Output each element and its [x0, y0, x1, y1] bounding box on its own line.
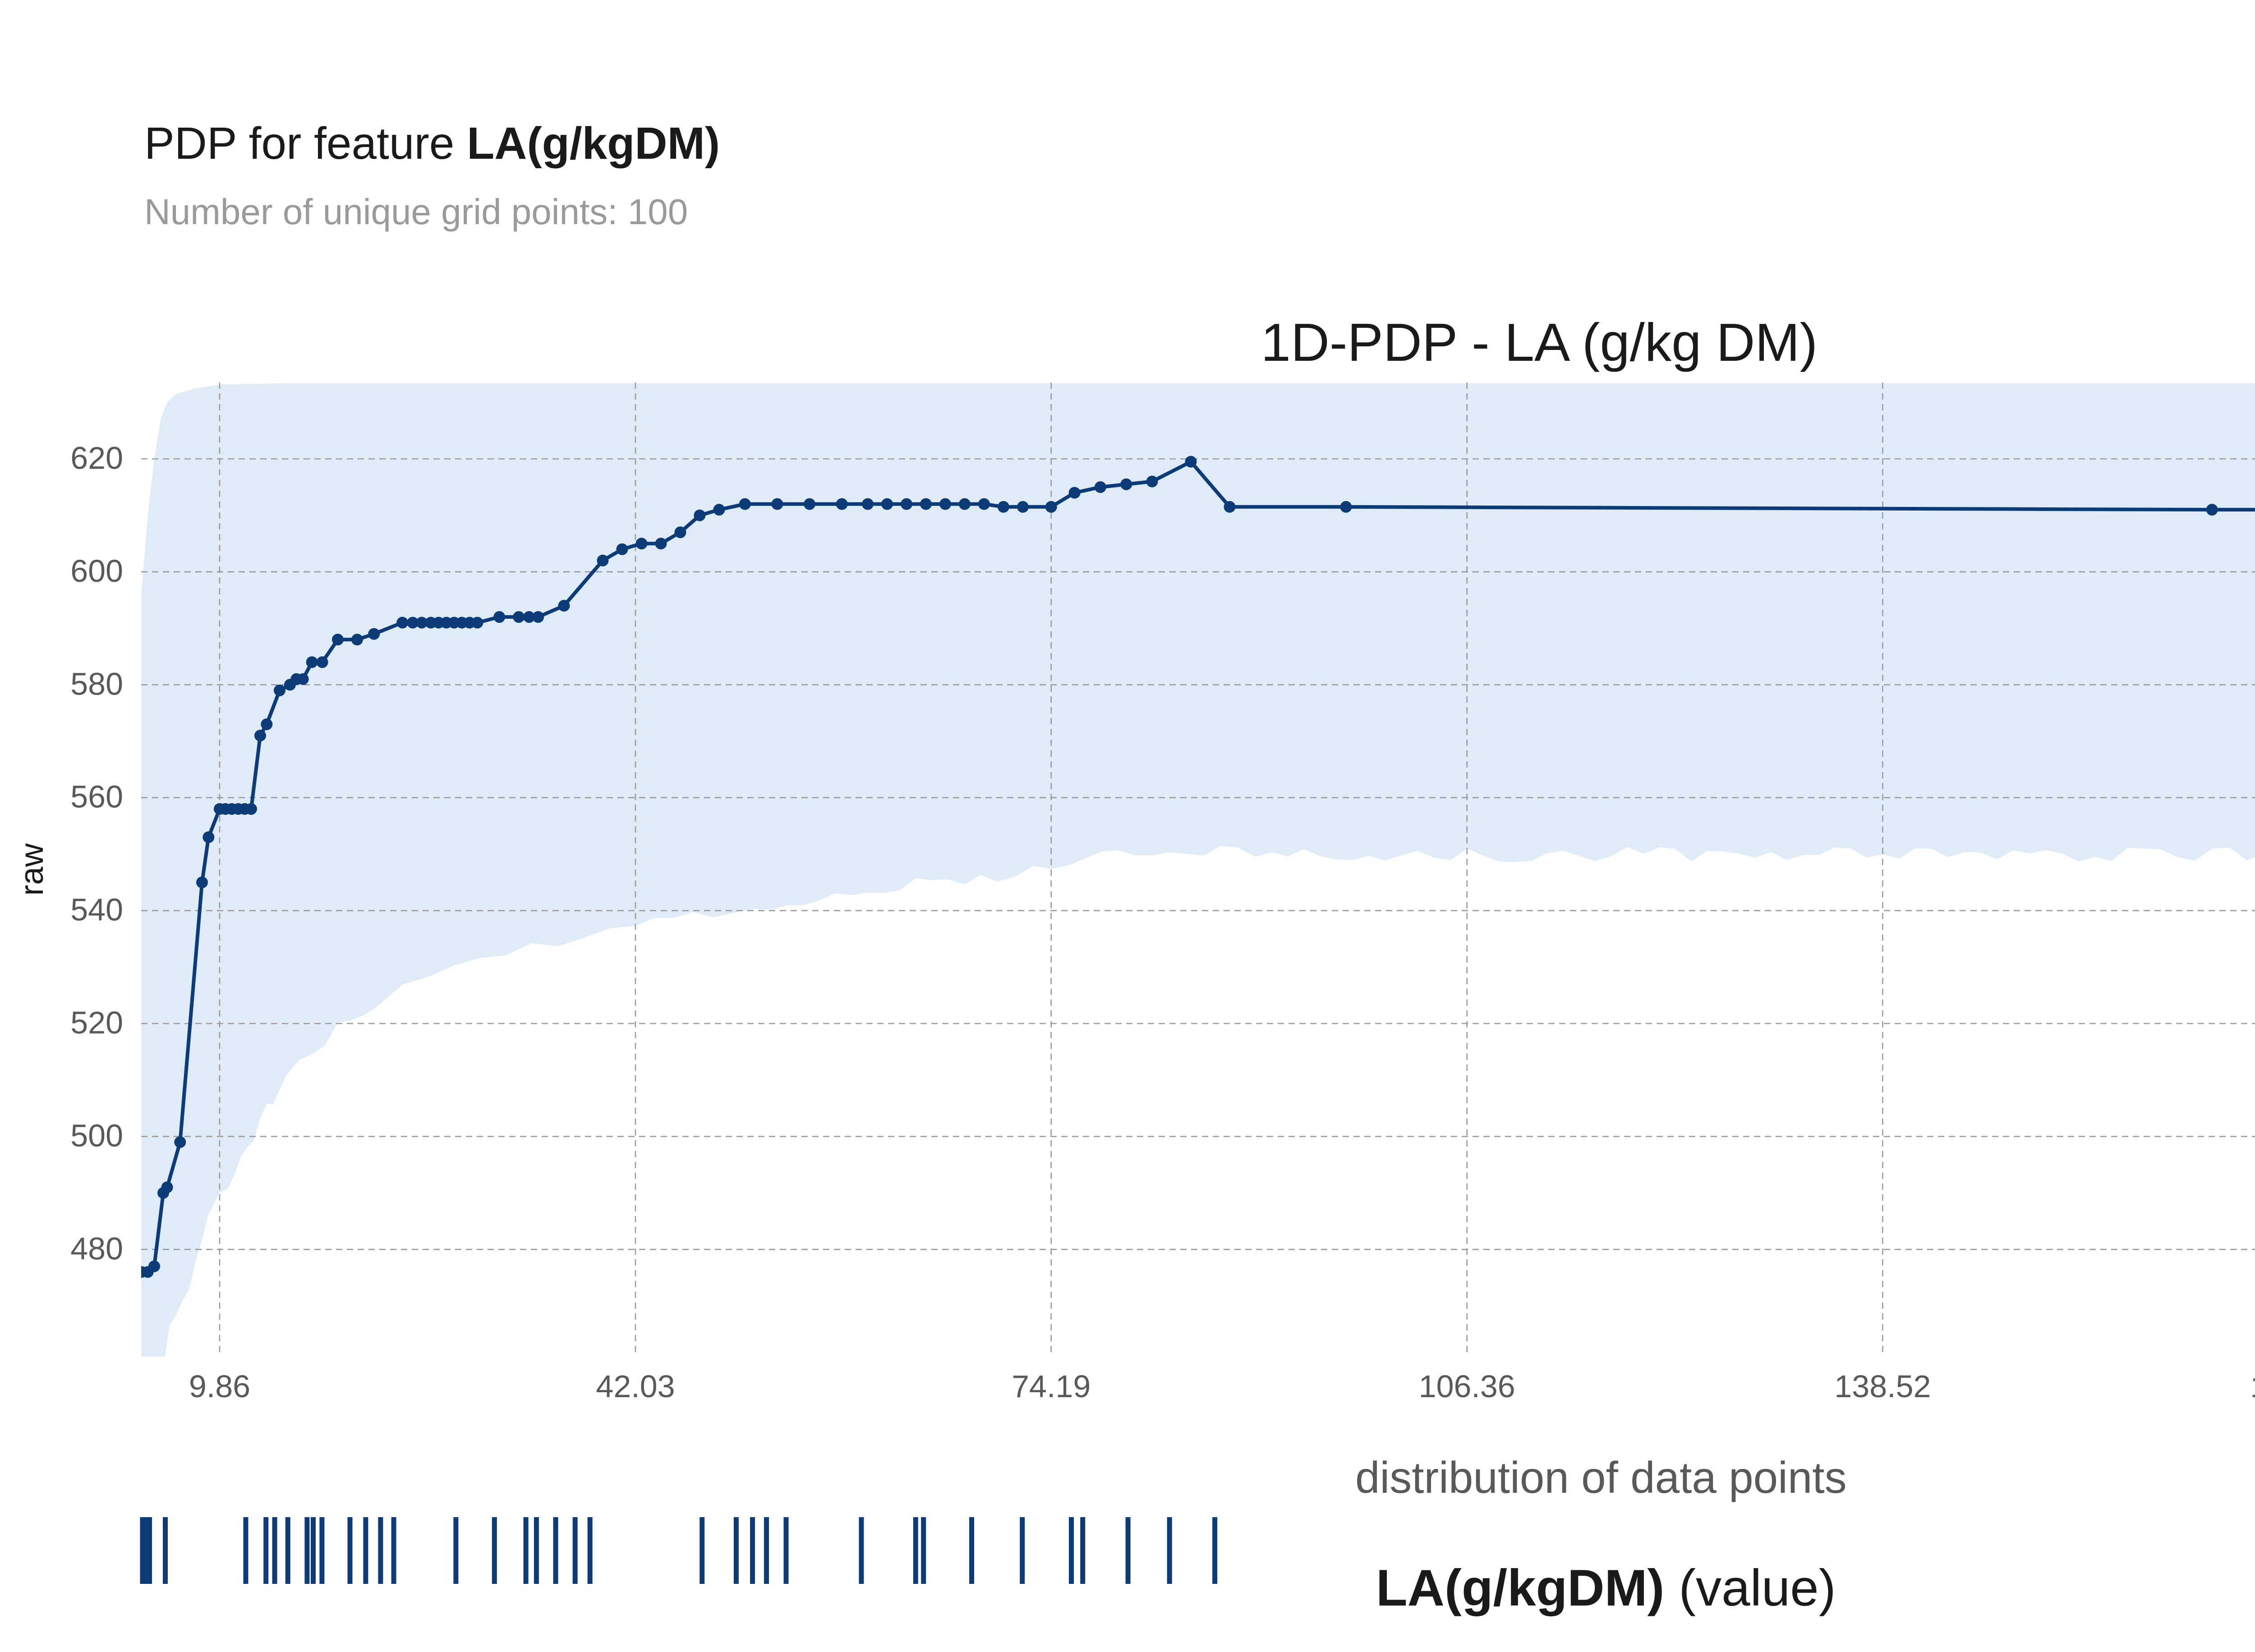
- svg-text:540: 540: [70, 892, 123, 927]
- svg-text:500: 500: [70, 1118, 123, 1153]
- svg-text:74.19: 74.19: [1012, 1369, 1091, 1404]
- svg-text:106.36: 106.36: [1419, 1369, 1515, 1404]
- svg-text:520: 520: [70, 1005, 123, 1040]
- svg-text:480: 480: [70, 1231, 123, 1266]
- svg-text:138.52: 138.52: [1834, 1369, 1931, 1404]
- svg-text:raw: raw: [14, 843, 50, 896]
- svg-text:620: 620: [70, 441, 123, 476]
- svg-text:1D-PDP - LA (g/kg DM): 1D-PDP - LA (g/kg DM): [1261, 313, 1818, 373]
- svg-text:600: 600: [70, 553, 123, 589]
- svg-text:PDP for feature LA(g/kgDM): PDP for feature LA(g/kgDM): [144, 118, 720, 169]
- svg-text:170.69: 170.69: [2250, 1369, 2255, 1404]
- svg-text:580: 580: [70, 666, 123, 701]
- svg-text:42.03: 42.03: [596, 1369, 675, 1404]
- svg-text:560: 560: [70, 779, 123, 814]
- svg-text:Number of unique grid points:: Number of unique grid points: 100: [144, 192, 688, 232]
- svg-text:distribution of data points: distribution of data points: [1355, 1453, 1847, 1502]
- svg-text:LA(g/kgDM) (value): LA(g/kgDM) (value): [1376, 1560, 1836, 1617]
- svg-text:9.86: 9.86: [189, 1369, 250, 1404]
